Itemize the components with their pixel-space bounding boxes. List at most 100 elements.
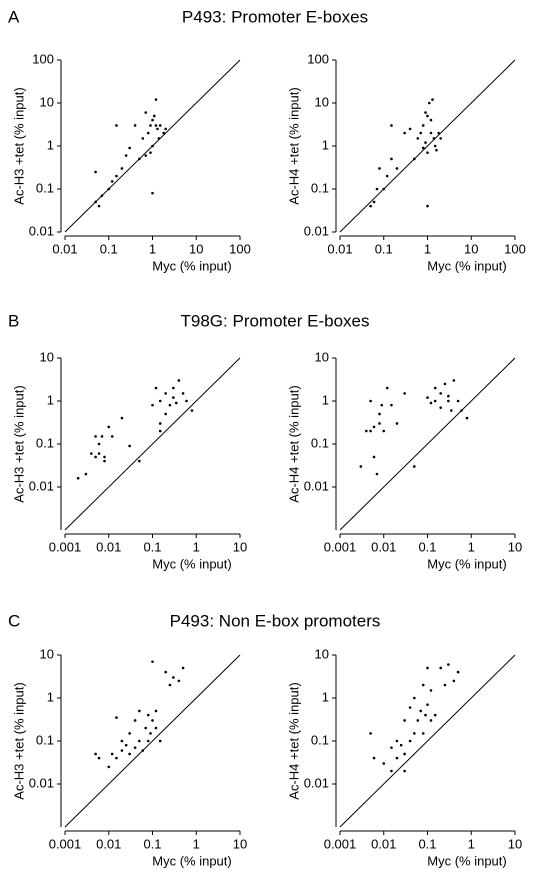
- section-title: P493: Promoter E-boxes: [182, 7, 368, 26]
- point: [437, 131, 440, 135]
- point: [168, 683, 172, 687]
- y-tick-label: 1: [322, 689, 329, 704]
- point: [413, 696, 416, 700]
- section-title: P493: Non E-box promoters: [170, 611, 381, 630]
- y-tick-label: 10: [40, 349, 54, 364]
- point: [76, 476, 80, 480]
- point: [403, 131, 406, 135]
- point: [456, 670, 460, 674]
- point: [120, 739, 124, 743]
- point: [382, 187, 386, 191]
- point: [426, 666, 429, 670]
- point: [156, 127, 159, 131]
- point: [429, 131, 433, 135]
- point: [107, 187, 111, 191]
- y-tick-label: 0.1: [311, 732, 329, 747]
- point: [181, 666, 185, 670]
- point: [378, 412, 381, 416]
- x-tick-label: 1: [424, 241, 431, 256]
- point: [424, 713, 427, 717]
- point: [115, 716, 118, 719]
- y-tick-label: 0.01: [29, 478, 54, 493]
- panel-label: C: [8, 611, 20, 630]
- point: [359, 465, 363, 468]
- y-tick-label: 1: [47, 137, 54, 152]
- point: [133, 124, 137, 127]
- x-tick-label: 1: [193, 836, 200, 851]
- point: [138, 157, 141, 161]
- point: [146, 713, 150, 717]
- point: [408, 739, 412, 743]
- point: [172, 386, 175, 390]
- y-tick-label: 0.01: [304, 478, 329, 493]
- x-tick-label: 0.01: [96, 539, 121, 554]
- point: [382, 762, 386, 765]
- identity-line: [339, 59, 516, 233]
- point: [146, 739, 150, 743]
- x-tick-label: 10: [508, 836, 522, 851]
- y-tick-label: 0.01: [304, 775, 329, 790]
- y-tick-label: 100: [32, 51, 54, 66]
- point: [97, 756, 101, 760]
- point: [154, 124, 158, 127]
- point: [426, 151, 429, 154]
- point: [385, 386, 389, 390]
- x-tick-label: 0.001: [49, 539, 82, 554]
- point: [403, 769, 406, 773]
- y-tick-label: 10: [40, 646, 54, 661]
- point: [421, 732, 425, 735]
- point: [154, 726, 158, 730]
- point: [124, 743, 128, 747]
- point: [120, 749, 124, 752]
- point: [107, 765, 111, 769]
- point: [100, 194, 104, 197]
- point: [408, 127, 412, 131]
- point: [158, 739, 162, 743]
- point: [447, 663, 450, 666]
- x-tick-label: 0.1: [418, 539, 436, 554]
- point: [141, 137, 145, 140]
- point: [395, 167, 399, 170]
- identity-line: [339, 357, 516, 531]
- point: [151, 191, 154, 195]
- point: [128, 732, 131, 735]
- point: [175, 401, 178, 405]
- point: [419, 709, 423, 713]
- x-tick-label: 10: [189, 241, 203, 256]
- point: [395, 422, 399, 425]
- point: [97, 452, 101, 455]
- point: [447, 394, 450, 398]
- point: [369, 399, 372, 403]
- x-tick-label: 0.1: [100, 241, 118, 256]
- y-axis-label: Ac-H4 +tet (% input): [286, 385, 301, 502]
- point: [372, 200, 376, 204]
- point: [452, 679, 456, 683]
- x-tick-label: 10: [233, 836, 247, 851]
- point: [94, 752, 97, 756]
- point: [128, 146, 131, 150]
- point: [433, 386, 437, 390]
- x-tick-label: 100: [229, 241, 251, 256]
- point: [390, 769, 393, 773]
- y-tick-label: 0.1: [311, 180, 329, 195]
- x-axis-label: Myc (% input): [152, 853, 231, 868]
- point: [151, 403, 154, 407]
- point: [403, 752, 406, 756]
- point: [84, 472, 88, 476]
- point: [138, 709, 141, 713]
- point: [185, 399, 188, 403]
- point: [439, 137, 442, 140]
- point: [181, 392, 185, 395]
- point: [432, 137, 436, 140]
- y-tick-label: 10: [315, 646, 329, 661]
- point: [395, 739, 399, 743]
- point: [144, 154, 148, 157]
- point: [158, 429, 162, 433]
- point: [107, 425, 111, 429]
- identity-line: [339, 654, 516, 828]
- point: [413, 465, 416, 468]
- point: [375, 187, 379, 191]
- point: [429, 118, 433, 122]
- point: [372, 425, 376, 429]
- point: [426, 703, 429, 706]
